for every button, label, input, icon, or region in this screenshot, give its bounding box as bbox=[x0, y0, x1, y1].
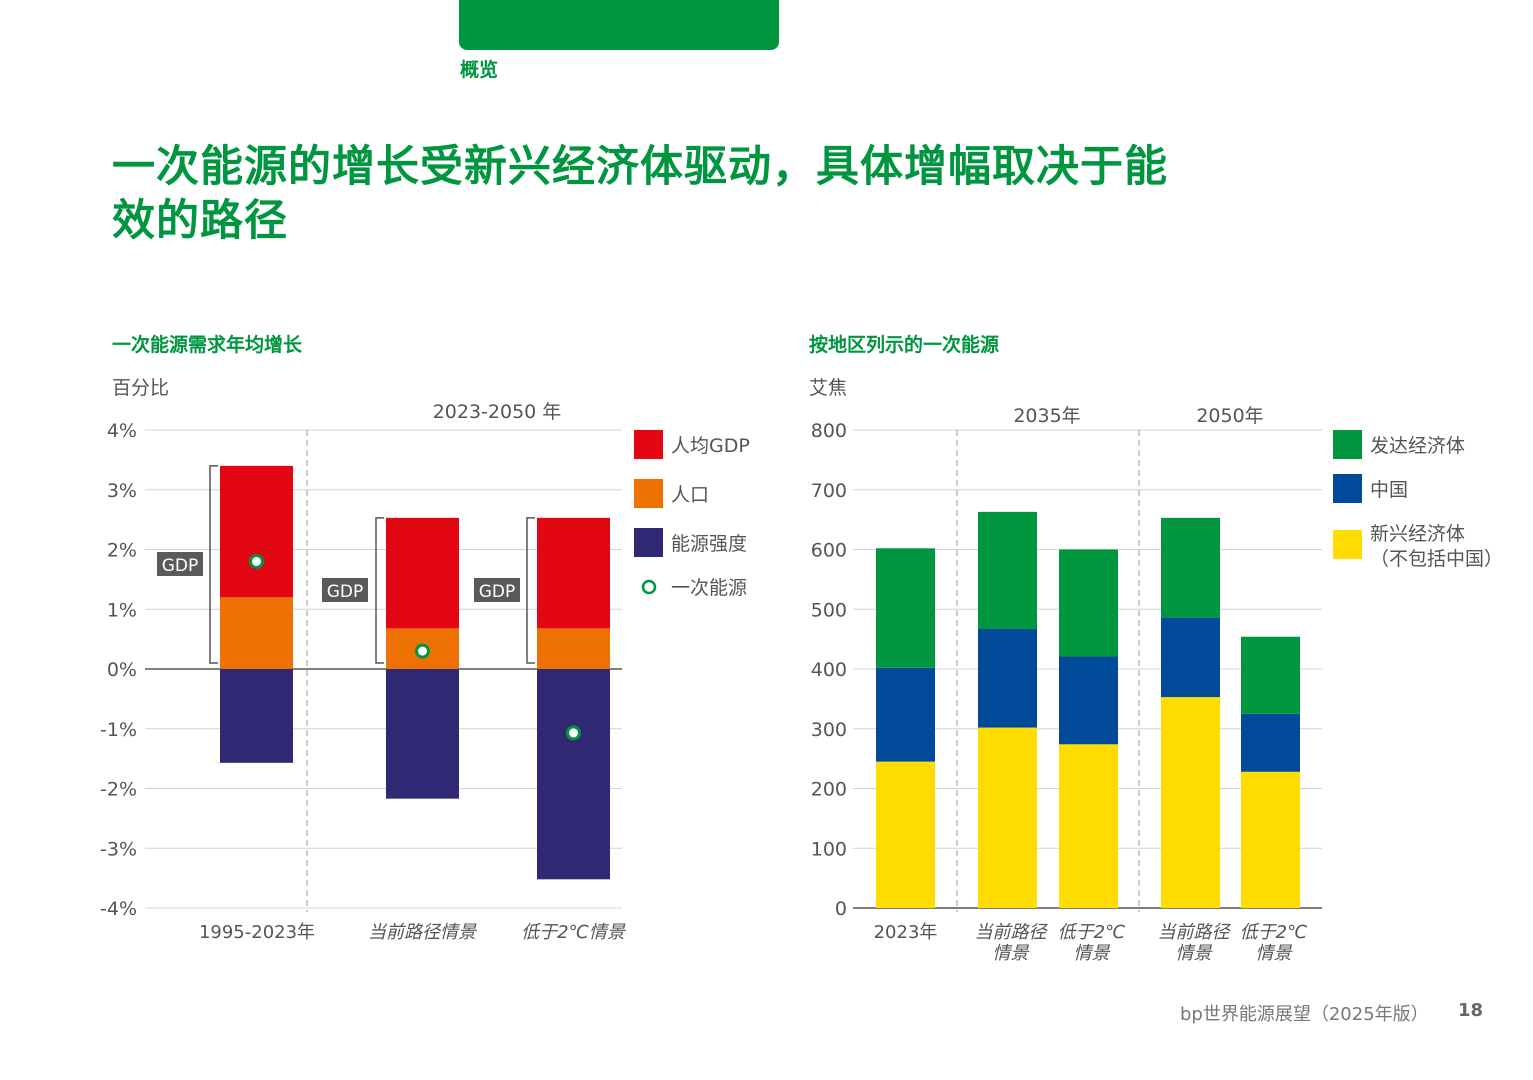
y-tick-label: 600 bbox=[811, 540, 847, 562]
developed-segment bbox=[1161, 517, 1220, 618]
x-category-label: 2023年 bbox=[874, 922, 938, 943]
gdp-bracket-label: GDP bbox=[162, 556, 199, 576]
emerging-segment bbox=[1241, 771, 1300, 908]
y-tick-label: 200 bbox=[811, 779, 847, 801]
x-category-label: 当前路径情景 bbox=[975, 922, 1049, 964]
y-tick-label: 300 bbox=[811, 719, 847, 741]
y-tick-label: 0% bbox=[107, 659, 137, 681]
y-tick-label: 2% bbox=[107, 540, 137, 562]
x-category-label: 低于2℃情景 bbox=[1240, 922, 1308, 964]
emerging-segment bbox=[978, 727, 1037, 908]
legend-label: 新兴经济体（不包括中国） bbox=[1370, 523, 1503, 570]
legend-label: 能源强度 bbox=[671, 533, 747, 555]
chart2-unit: 艾焦 bbox=[809, 377, 848, 399]
energy-intensity-segment bbox=[386, 669, 459, 799]
period-label: 2050年 bbox=[1196, 405, 1263, 427]
gdp-bracket-label-bg bbox=[322, 578, 368, 602]
china-segment bbox=[876, 667, 935, 762]
section-tab bbox=[459, 0, 779, 50]
emerging-segment bbox=[1161, 697, 1220, 908]
gdp-per-capita-segment bbox=[537, 517, 610, 629]
y-tick-label: 3% bbox=[107, 480, 137, 502]
y-tick-label: -1% bbox=[100, 719, 137, 741]
y-tick-label: -3% bbox=[100, 838, 137, 860]
legend-swatch bbox=[634, 528, 663, 557]
gdp-bracket-label: GDP bbox=[479, 582, 516, 602]
gdp-bracket bbox=[526, 517, 535, 664]
legend-label: 中国 bbox=[1370, 479, 1408, 501]
y-tick-label: -2% bbox=[100, 779, 137, 801]
legend-swatch bbox=[1333, 530, 1362, 559]
y-tick-label: 4% bbox=[107, 420, 137, 442]
y-tick-label: 500 bbox=[811, 599, 847, 621]
legend-label: 一次能源 bbox=[671, 577, 747, 599]
china-segment bbox=[1241, 713, 1300, 772]
developed-segment bbox=[1059, 549, 1118, 657]
developed-segment bbox=[876, 548, 935, 668]
y-tick-label: 700 bbox=[811, 480, 847, 502]
y-tick-label: 100 bbox=[811, 838, 847, 860]
legend-swatch bbox=[1333, 430, 1362, 459]
period-label: 2035年 bbox=[1013, 405, 1080, 427]
gdp-bracket-label-bg bbox=[157, 552, 203, 576]
legend-label: 发达经济体 bbox=[1370, 435, 1465, 457]
population-segment bbox=[537, 628, 610, 669]
gdp-bracket bbox=[375, 517, 384, 664]
chart2-title: 按地区列示的一次能源 bbox=[809, 334, 1000, 356]
section-label: 概览 bbox=[460, 59, 499, 81]
primary-energy-marker bbox=[415, 643, 430, 659]
gdp-bracket-label-bg bbox=[474, 578, 520, 602]
legend-label: 人口 bbox=[671, 484, 709, 506]
primary-energy-marker bbox=[249, 553, 264, 569]
page-title: 一次能源的增长受新兴经济体驱动，具体增幅取决于能效的路径 bbox=[112, 142, 1168, 246]
population-segment bbox=[220, 597, 293, 669]
china-segment bbox=[1161, 617, 1220, 698]
y-tick-label: 800 bbox=[811, 420, 847, 442]
footer-report-title: bp世界能源展望（2025年版） bbox=[1180, 1004, 1429, 1025]
legend-label: 人均GDP bbox=[671, 435, 750, 457]
gdp-bracket-label: GDP bbox=[327, 582, 364, 602]
legend-swatch bbox=[634, 479, 663, 508]
legend-swatch bbox=[1333, 474, 1362, 503]
period-label: 2023-2050 年 bbox=[433, 401, 562, 423]
china-segment bbox=[978, 628, 1037, 728]
energy-intensity-segment bbox=[537, 669, 610, 880]
legend-swatch bbox=[634, 430, 663, 459]
y-tick-label: 400 bbox=[811, 659, 847, 681]
y-tick-label: 0 bbox=[835, 898, 847, 920]
x-category-label: 当前路径情景 bbox=[1158, 922, 1232, 964]
gdp-bracket bbox=[209, 465, 218, 664]
energy-intensity-segment bbox=[220, 669, 293, 763]
emerging-segment bbox=[876, 761, 935, 908]
china-segment bbox=[1059, 656, 1118, 745]
chart1-title: 一次能源需求年均增长 bbox=[112, 334, 303, 356]
page-number: 18 bbox=[1458, 1000, 1484, 1021]
emerging-segment bbox=[1059, 744, 1118, 908]
legend-marker-icon bbox=[641, 579, 657, 595]
x-category-label: 当前路径情景 bbox=[368, 922, 478, 943]
gdp-per-capita-segment bbox=[220, 465, 293, 598]
developed-segment bbox=[1241, 636, 1300, 714]
primary-energy-marker bbox=[566, 725, 581, 741]
x-category-label: 低于2℃情景 bbox=[1058, 922, 1126, 964]
x-category-label: 低于2℃情景 bbox=[521, 922, 627, 943]
y-tick-label: -4% bbox=[100, 898, 137, 920]
y-tick-label: 1% bbox=[107, 599, 137, 621]
chart1-unit: 百分比 bbox=[112, 377, 170, 399]
gdp-per-capita-segment bbox=[386, 517, 459, 629]
developed-segment bbox=[978, 511, 1037, 629]
x-category-label: 1995-2023年 bbox=[199, 922, 315, 943]
